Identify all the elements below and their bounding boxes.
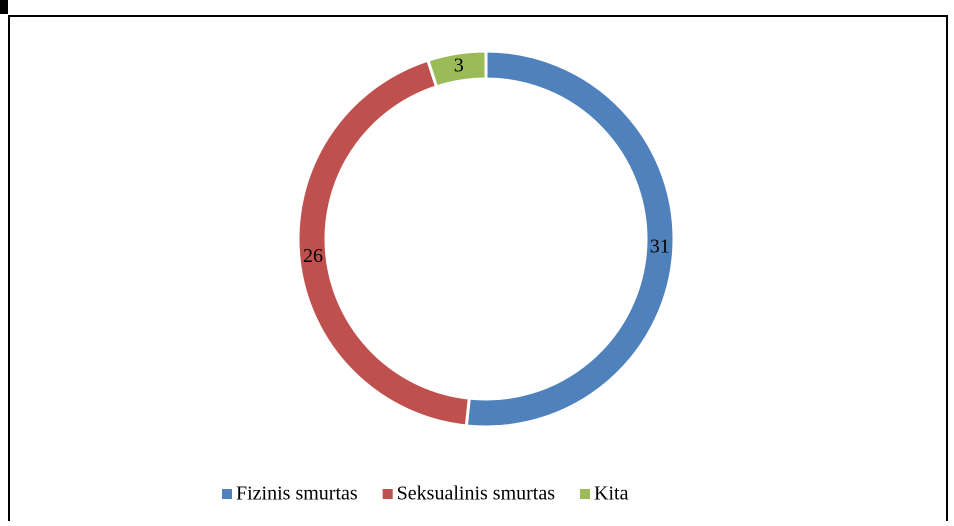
cropped-header-mark [0, 0, 8, 14]
legend-swatch [382, 489, 393, 499]
data-label: 26 [303, 245, 323, 267]
chart-frame [8, 15, 948, 526]
legend-label: Fizinis smurtas [236, 483, 358, 505]
legend-label: Kita [594, 483, 629, 505]
donut-segment [426, 49, 488, 89]
data-label: 3 [454, 55, 464, 77]
legend-label: Seksualinis smurtas [397, 483, 556, 505]
data-label: 31 [650, 236, 670, 258]
legend-swatch [222, 489, 232, 499]
legend-swatch [580, 489, 591, 499]
